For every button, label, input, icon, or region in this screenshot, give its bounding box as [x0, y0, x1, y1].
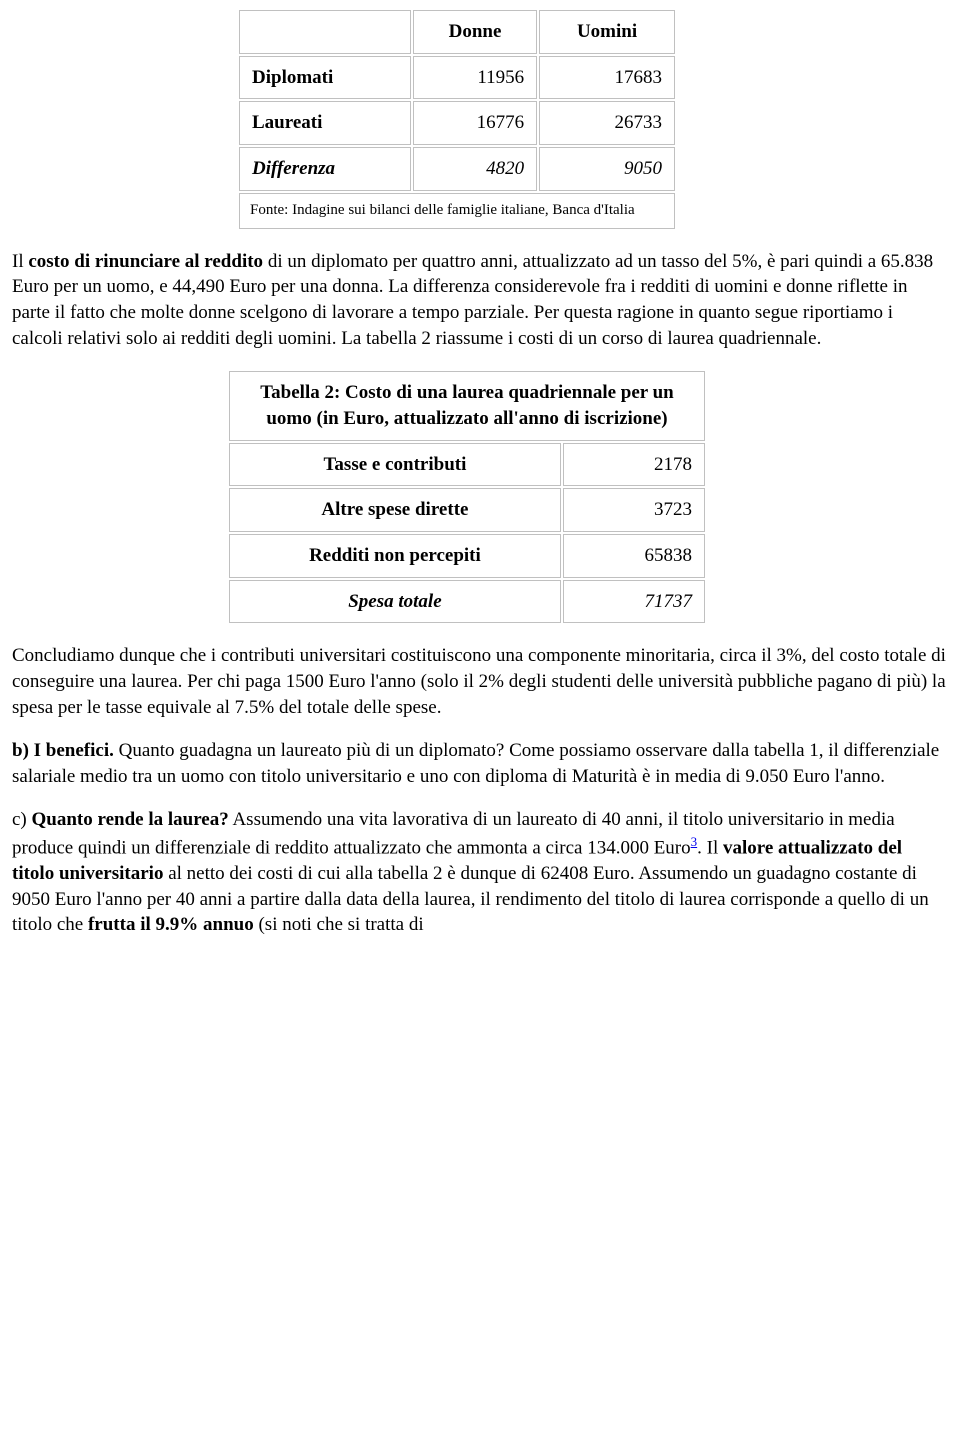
text: (si noti che si tratta di	[254, 914, 424, 935]
table-title-row: Tabella 2: Costo di una laurea quadrienn…	[229, 371, 705, 440]
table-caption: Fonte: Indagine sui bilanci delle famigl…	[239, 193, 675, 229]
paragraph-conclusione-contributi: Concludiamo dunque che i contributi univ…	[12, 643, 948, 720]
table-row: Tasse e contributi 2178	[229, 443, 705, 487]
table-header-uomini: Uomini	[539, 10, 675, 54]
table-caption-row: Fonte: Indagine sui bilanci delle famigl…	[239, 193, 675, 229]
table-1-redditi: Donne Uomini Diplomati 11956 17683 Laure…	[237, 8, 677, 231]
cell-value: 4820	[413, 147, 537, 191]
row-label-altre-spese: Altre spese dirette	[229, 488, 561, 532]
bold-frutta-annuo: frutta il 9.9% annuo	[88, 914, 254, 935]
text: c)	[12, 809, 32, 830]
table-row: Diplomati 11956 17683	[239, 56, 675, 100]
table-row: Differenza 4820 9050	[239, 147, 675, 191]
row-label-laureati: Laureati	[239, 101, 411, 145]
table-row: Redditi non percepiti 65838	[229, 534, 705, 578]
bold-section-b: b) I benefici.	[12, 740, 114, 761]
cell-value: 17683	[539, 56, 675, 100]
text: . Il	[697, 837, 723, 858]
bold-costo-rinunciare: costo di rinunciare al reddito	[28, 251, 263, 272]
cell-value: 26733	[539, 101, 675, 145]
table-row: Laureati 16776 26733	[239, 101, 675, 145]
table-header-empty	[239, 10, 411, 54]
cell-value: 65838	[563, 534, 705, 578]
table-row: Donne Uomini	[239, 10, 675, 54]
table-header-donne: Donne	[413, 10, 537, 54]
row-label-diplomati: Diplomati	[239, 56, 411, 100]
cell-value: 9050	[539, 147, 675, 191]
table-2-title: Tabella 2: Costo di una laurea quadrienn…	[229, 371, 705, 440]
row-label-spesa-totale: Spesa totale	[229, 580, 561, 624]
table-row: Altre spese dirette 3723	[229, 488, 705, 532]
cell-value: 71737	[563, 580, 705, 624]
row-label-redditi-non-percepiti: Redditi non percepiti	[229, 534, 561, 578]
cell-value: 2178	[563, 443, 705, 487]
row-label-tasse: Tasse e contributi	[229, 443, 561, 487]
text: Il	[12, 251, 28, 272]
paragraph-benefici: b) I benefici. Quanto guadagna un laurea…	[12, 738, 948, 789]
cell-value: 16776	[413, 101, 537, 145]
bold-section-c: Quanto rende la laurea?	[32, 809, 229, 830]
paragraph-costo-rinunciare: Il costo di rinunciare al reddito di un …	[12, 249, 948, 352]
text: Quanto guadagna un laureato più di un di…	[12, 740, 939, 787]
cell-value: 3723	[563, 488, 705, 532]
paragraph-rende-laurea: c) Quanto rende la laurea? Assumendo una…	[12, 807, 948, 938]
cell-value: 11956	[413, 56, 537, 100]
row-label-differenza: Differenza	[239, 147, 411, 191]
table-2-costo-laurea: Tabella 2: Costo di una laurea quadrienn…	[227, 369, 707, 625]
table-row: Spesa totale 71737	[229, 580, 705, 624]
